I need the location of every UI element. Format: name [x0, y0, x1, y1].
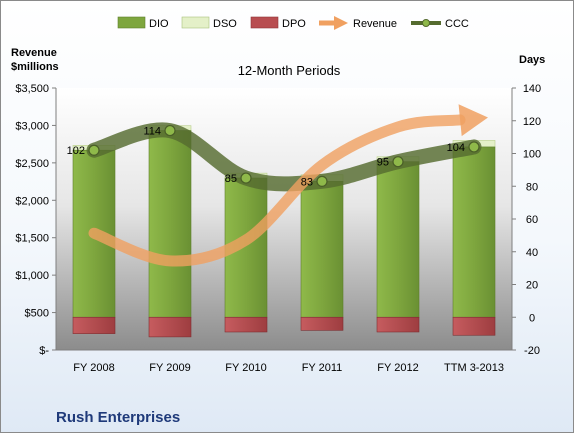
dpo-bar	[300, 316, 344, 331]
company-name: Rush Enterprises	[56, 409, 180, 426]
chart-subtitle: 12-Month Periods	[238, 63, 341, 78]
ccc-point	[316, 175, 328, 187]
ccc-data-label: 102	[67, 145, 85, 157]
legend-label-dpo: DPO	[282, 18, 306, 30]
category-label: FY 2008	[73, 362, 114, 374]
ccc-point	[468, 141, 480, 153]
right-tick-label: 60	[526, 214, 538, 226]
dpo-bar	[376, 316, 420, 333]
right-tick-label: 40	[526, 247, 538, 259]
ticks-layer: $- $500 $1,000 $1,500 $2,000 $2,500 $3,000 $3,5…	[15, 83, 541, 374]
dio-bar	[452, 146, 496, 318]
legend-label-ccc: CCC	[445, 18, 469, 30]
legend-label-dso: DSO	[213, 18, 237, 30]
dio-bar	[376, 161, 420, 318]
ccc-data-label: 85	[225, 173, 237, 185]
dio-bar	[300, 181, 344, 318]
legend-swatch-revenue	[319, 16, 348, 30]
left-tick-label: $-	[39, 345, 49, 357]
left-tick-label: $500	[25, 308, 49, 320]
dpo-bar	[224, 316, 268, 333]
category-label: FY 2012	[377, 362, 418, 374]
dpo-bar	[452, 316, 496, 336]
category-label: FY 2009	[149, 362, 190, 374]
bars-layer	[72, 125, 496, 338]
right-tick-label: 20	[526, 280, 538, 292]
right-tick-label: 80	[526, 181, 538, 193]
left-tick-label: $2,000	[15, 195, 49, 207]
ccc-point	[164, 124, 176, 137]
plot-area	[56, 88, 512, 350]
right-tick-label: -20	[524, 345, 540, 357]
ccc-data-label: 83	[301, 176, 313, 188]
ccc-data-label: 95	[377, 157, 389, 169]
legend-label-revenue: Revenue	[353, 18, 397, 30]
legend-label-dio: DIO	[149, 18, 169, 30]
ccc-point	[240, 172, 252, 184]
ccc-point	[392, 156, 404, 168]
legend-swatch-dpo	[250, 16, 279, 29]
legend-swatch-dso	[181, 16, 210, 29]
left-axis-title-line1: Revenue	[11, 47, 57, 59]
left-tick-label: $1,000	[15, 270, 49, 282]
right-tick-label: 100	[523, 149, 541, 161]
left-tick-label: $1,500	[15, 233, 49, 245]
ccc-point	[88, 144, 100, 156]
right-tick-label: 120	[523, 116, 541, 128]
left-tick-label: $3,000	[15, 120, 49, 132]
category-label: TTM 3-2013	[444, 362, 504, 374]
legend-swatch-dio	[117, 16, 146, 29]
category-label: FY 2010	[225, 362, 266, 374]
legend-swatch-ccc	[411, 19, 441, 27]
left-tick-label: $3,500	[15, 83, 49, 95]
legend: DIO DSO DPO Revenue CCC	[117, 16, 469, 30]
category-label: FY 2011	[302, 362, 343, 374]
revenue-line	[88, 114, 466, 267]
right-tick-label: 140	[523, 83, 541, 95]
left-tick-label: $2,500	[15, 158, 49, 170]
right-axis-title: Days	[519, 54, 545, 66]
right-tick-label: 0	[529, 312, 535, 324]
dio-bar	[148, 130, 192, 318]
ccc-data-label: 104	[447, 142, 465, 154]
revenue-arrowhead	[458, 104, 488, 137]
dpo-bar	[72, 316, 116, 334]
left-axis-title-line2: $millions	[11, 61, 59, 73]
lines-layer: 102 114 85 83 95 104	[67, 104, 488, 267]
dpo-bar	[148, 316, 192, 338]
ccc-data-label: 114	[143, 126, 161, 138]
